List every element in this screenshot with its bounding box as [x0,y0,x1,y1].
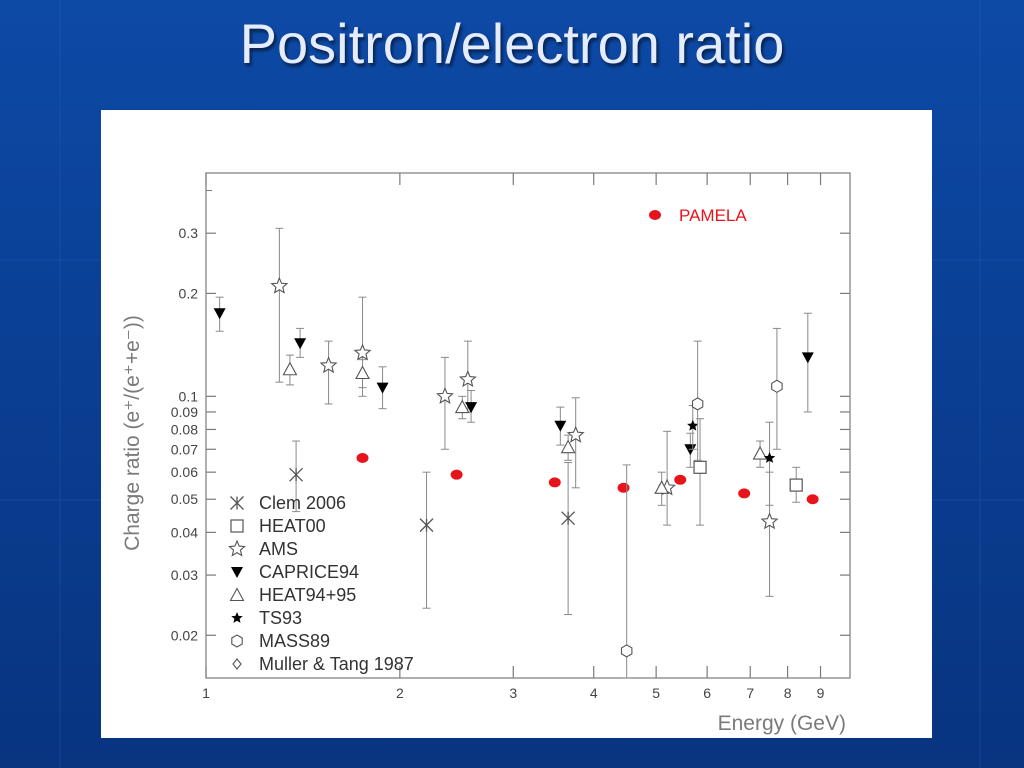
slide-title: Positron/electron ratio [239,12,785,75]
point-heat94-95 [454,399,470,414]
point-caprice94 [376,382,389,394]
point-clem-2006 [561,511,576,526]
point-pamela [450,469,463,480]
point-mass89 [620,644,633,658]
legend-label-clem-2006: Clem 2006 [259,493,346,513]
legend-marker-clem-2006 [230,496,244,510]
point-caprice94 [554,420,567,432]
point-clem-2006 [289,467,304,482]
point-heat94-95 [654,480,670,494]
point-ams [270,276,289,294]
x-axis-ticks: 1 2 3 4 5 6 7 8 9 [202,173,825,701]
point-ams [353,343,372,361]
legend: PAMELA Clem 2006 HEAT00 AMS CAPRICE94 HEAT94+… [228,206,747,674]
point-heat94-95 [560,439,576,454]
point-ams [319,356,338,374]
legend-label-heat94-95: HEAT94+95 [259,585,356,605]
y-tick-label: 0.1 [179,388,199,404]
legend-label-muller-tang-1987: Muller & Tang 1987 [259,654,414,674]
y-tick-label: 0.04 [171,524,198,540]
legend-marker-pamela [649,210,661,220]
plot-frame [205,172,851,679]
point-clem-2006 [419,518,434,533]
point-heat94-95 [752,445,768,460]
y-axis-label: Charge ratio (e⁺/(e⁺+e⁻)) [121,315,144,551]
point-ts93 [763,452,776,463]
y-axis-ticks: 0.02 0.03 0.04 0.05 0.06 0.07 0.080.090.1 0.2 0.… [171,189,850,643]
x-tick-label: 7 [746,685,754,701]
point-pamela [548,477,561,488]
legend-marker-ts93 [231,612,243,623]
x-tick-label: 2 [396,685,404,701]
point-caprice94 [213,308,226,320]
legend-label-pamela: PAMELA [679,206,747,225]
x-tick-label: 3 [509,685,517,701]
point-heat00 [693,460,707,474]
y-tick-label: 0.02 [171,627,198,643]
x-tick-label: 9 [817,685,825,701]
point-pamela [674,474,687,485]
point-ts93 [687,419,699,431]
x-tick-label: 4 [590,685,598,701]
legend-marker-heat00 [230,519,244,533]
point-heat00 [789,478,803,492]
charge-ratio-chart: 0.02 0.03 0.04 0.05 0.06 0.07 0.080.090.1 0.2 0.… [121,172,851,735]
x-tick-label: 5 [652,685,660,701]
point-caprice94 [801,352,814,364]
y-tick-label: 0.08 [171,421,198,437]
legend-label-ams: AMS [259,539,298,559]
legend-label-heat00: HEAT00 [259,516,326,536]
x-tick-label: 8 [784,685,792,701]
point-heat94-95 [282,361,298,376]
point-pamela [356,453,369,464]
point-pamela [617,482,630,493]
point-mass89 [771,379,783,393]
point-ams [760,512,779,530]
point-heat94-95 [355,365,370,380]
point-ams [566,425,585,443]
legend-marker-mass89 [231,634,243,648]
y-tick-label: 0.05 [171,491,198,507]
legend-label-caprice94: CAPRICE94 [259,562,359,582]
x-axis-label: Energy (GeV) [718,712,846,735]
legend-label-mass89: MASS89 [259,631,330,651]
point-ams [458,370,477,388]
legend-marker-ams [228,539,246,557]
legend-marker-muller-tang-1987 [232,658,242,670]
x-tick-label: 6 [703,685,711,701]
data-marks [213,227,819,679]
y-tick-label: 0.06 [171,464,198,480]
point-mass89 [691,397,704,411]
y-tick-label: 0.2 [179,285,199,301]
point-caprice94 [294,338,307,350]
point-caprice94 [465,402,478,414]
y-tick-label: 0.03 [171,567,198,583]
y-tick-label: 0.09 [171,404,198,420]
figure-panel: 0.02 0.03 0.04 0.05 0.06 0.07 0.08 0.09 0.1 0.2 0.… [101,110,932,738]
point-pamela [738,488,751,499]
y-tick-label: 0.07 [171,441,198,457]
legend-marker-caprice94 [231,567,243,578]
point-pamela [806,494,819,505]
legend-label-ts93: TS93 [259,608,302,628]
point-ams [435,386,454,404]
legend-marker-heat94-95 [229,587,245,602]
x-tick-label: 1 [202,685,210,701]
y-tick-label: 0.3 [179,225,199,241]
